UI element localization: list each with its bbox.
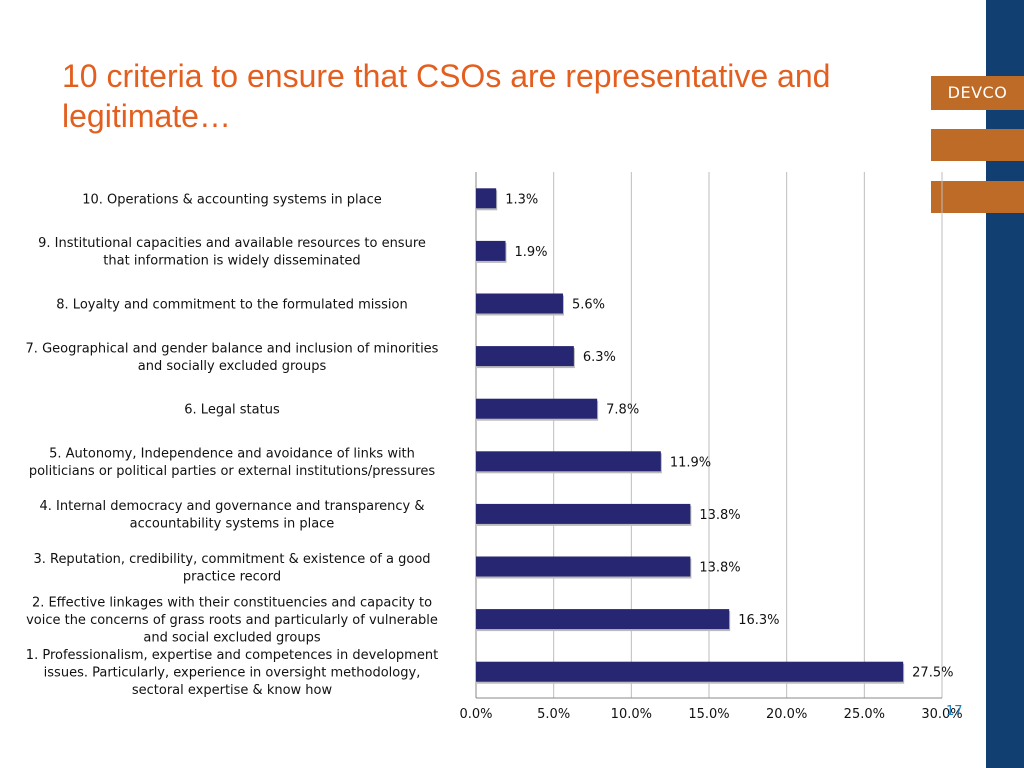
x-tick-label: 0.0%: [459, 707, 492, 722]
bar: [476, 346, 574, 367]
category-label-line: 4. Internal democracy and governance and…: [39, 499, 424, 514]
category-label-line: issues. Particularly, experience in over…: [44, 666, 421, 681]
bar: [476, 503, 691, 524]
ticks-layer: 0.0% 5.0% 10.0% 15.0% 20.0% 25.0% 30.0%: [459, 707, 962, 722]
category-label: 2. Effective linkages with their constit…: [26, 596, 438, 646]
data-label: 1.3%: [505, 192, 538, 207]
x-tick-label: 10.0%: [611, 707, 652, 722]
x-tick-label: 5.0%: [537, 707, 570, 722]
category-label-line: 6. Legal status: [184, 403, 280, 418]
category-label: 1. Professionalism, expertise and compet…: [26, 648, 438, 698]
data-label: 16.3%: [738, 613, 779, 628]
bar: [476, 451, 661, 472]
right-decorative-band: [986, 0, 1024, 768]
x-tick-label: 30.0%: [921, 707, 962, 722]
category-label-line: politicians or political parties or exte…: [29, 464, 436, 479]
data-label: 11.9%: [670, 455, 711, 470]
bar: [476, 240, 506, 261]
category-label-line: 7. Geographical and gender balance and i…: [26, 341, 439, 356]
category-label: 10. Operations & accounting systems in p…: [82, 192, 382, 207]
data-label: 6.3%: [583, 350, 616, 365]
data-label: 7.8%: [606, 403, 639, 418]
category-label-line: 10. Operations & accounting systems in p…: [82, 192, 382, 207]
category-label: 4. Internal democracy and governance and…: [39, 499, 424, 532]
category-label-line: 1. Professionalism, expertise and compet…: [26, 648, 438, 663]
category-label-line: and socially excluded groups: [138, 359, 327, 374]
data-label: 13.8%: [699, 508, 740, 523]
bar: [476, 609, 730, 630]
category-label-line: 8. Loyalty and commitment to the formula…: [56, 298, 407, 313]
category-label-line: accountability systems in place: [130, 517, 335, 532]
logo-decorative-bar: [931, 129, 1024, 161]
bar: [476, 188, 497, 209]
data-label: 27.5%: [912, 666, 953, 681]
x-tick-label: 15.0%: [688, 707, 729, 722]
category-label: 6. Legal status: [184, 403, 280, 418]
labels-layer: 1.3% 10. Operations & accounting systems …: [26, 192, 954, 698]
bar: [476, 661, 904, 682]
data-label: 13.8%: [699, 561, 740, 576]
bars-layer: [476, 188, 905, 684]
category-label-line: and social excluded groups: [143, 631, 320, 646]
category-label: 7. Geographical and gender balance and i…: [26, 341, 439, 374]
category-label-line: 9. Institutional capacities and availabl…: [38, 236, 426, 251]
bar: [476, 556, 691, 577]
category-label-line: sectoral expertise & know how: [132, 683, 333, 698]
page-number: 17: [946, 704, 963, 719]
x-tick-label: 25.0%: [844, 707, 885, 722]
logo-decorative-bar: [931, 181, 1024, 213]
category-label-line: voice the concerns of grass roots and pa…: [26, 613, 438, 628]
category-label: 9. Institutional capacities and availabl…: [38, 236, 426, 269]
category-label: 8. Loyalty and commitment to the formula…: [56, 298, 407, 313]
category-label-line: 3. Reputation, credibility, commitment &…: [33, 552, 430, 567]
category-label-line: practice record: [183, 569, 281, 584]
data-label: 5.6%: [572, 298, 605, 313]
bar-chart: 1.3% 10. Operations & accounting systems …: [26, 172, 963, 722]
category-label: 5. Autonomy, Independence and avoidance …: [29, 447, 436, 480]
category-label-line: that information is widely disseminated: [103, 254, 360, 269]
category-label-line: 5. Autonomy, Independence and avoidance …: [49, 447, 415, 462]
bar: [476, 398, 598, 419]
category-label-line: 2. Effective linkages with their constit…: [32, 596, 432, 611]
devco-logo: DEVCO: [931, 76, 1024, 110]
bar: [476, 293, 563, 314]
x-tick-label: 20.0%: [766, 707, 807, 722]
category-label: 3. Reputation, credibility, commitment &…: [33, 552, 430, 585]
slide-title: 10 criteria to ensure that CSOs are repr…: [62, 58, 831, 134]
data-label: 1.9%: [515, 245, 548, 260]
